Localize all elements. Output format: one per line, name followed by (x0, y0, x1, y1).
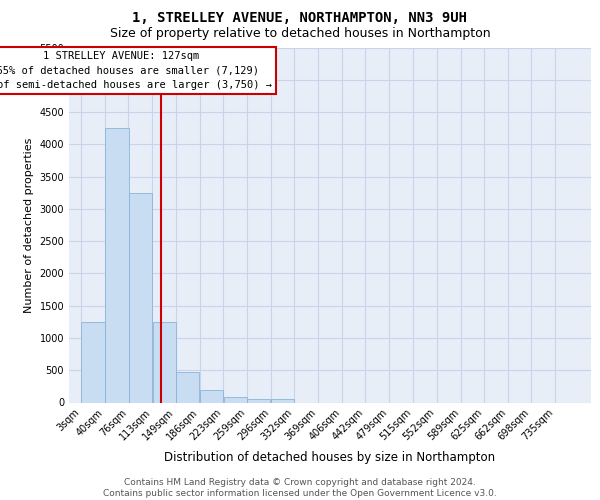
Bar (128, 192, 152, 402)
Text: 1 STRELLEY AVENUE: 127sqm
← 65% of detached houses are smaller (7,129)
34% of se: 1 STRELLEY AVENUE: 127sqm ← 65% of detac… (0, 50, 272, 90)
Text: Size of property relative to detached houses in Northampton: Size of property relative to detached ho… (110, 28, 490, 40)
Text: Contains HM Land Registry data © Crown copyright and database right 2024.
Contai: Contains HM Land Registry data © Crown c… (103, 478, 497, 498)
Bar (224, 396, 247, 402)
Y-axis label: Number of detached properties: Number of detached properties (24, 138, 34, 312)
Bar (82, 322, 104, 402)
Bar (200, 390, 223, 402)
Bar (247, 398, 271, 402)
Bar (271, 400, 295, 402)
Bar (106, 128, 128, 402)
Bar (176, 372, 199, 402)
Text: 1, STRELLEY AVENUE, NORTHAMPTON, NN3 9UH: 1, STRELLEY AVENUE, NORTHAMPTON, NN3 9UH (133, 11, 467, 25)
Bar (152, 322, 176, 402)
X-axis label: Distribution of detached houses by size in Northampton: Distribution of detached houses by size … (164, 450, 496, 464)
